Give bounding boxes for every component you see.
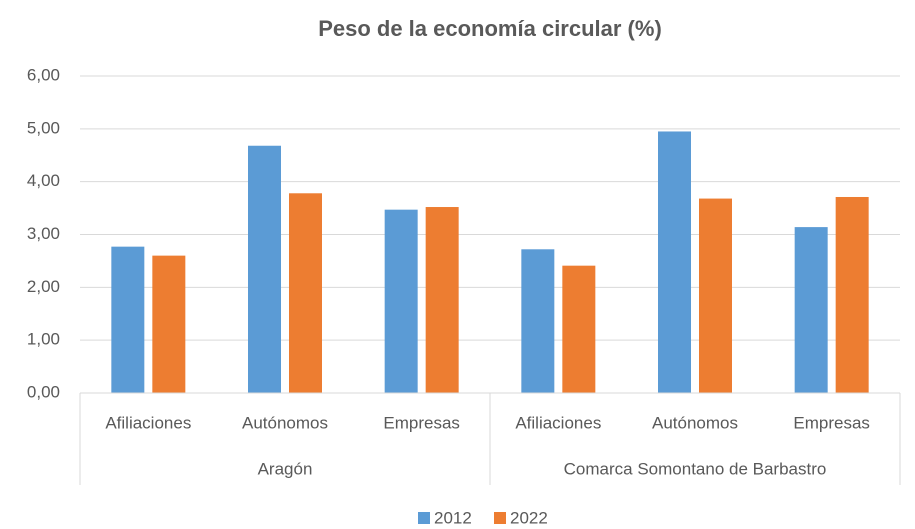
bar (521, 249, 555, 393)
bar (248, 145, 281, 393)
bar (835, 196, 869, 393)
x-tick-label: Afiliaciones (515, 413, 601, 432)
x-tick-label: Empresas (383, 413, 460, 432)
legend-label: 2022 (510, 508, 548, 527)
chart-title: Peso de la economía circular (%) (318, 16, 662, 41)
y-tick-label: 0,00 (27, 382, 60, 401)
bar (289, 193, 322, 393)
legend-swatch (418, 512, 430, 524)
x-tick-label: Empresas (793, 413, 870, 432)
bar (658, 131, 691, 393)
y-tick-label: 5,00 (27, 118, 60, 137)
legend-label: 2012 (434, 508, 472, 527)
bar (562, 265, 596, 393)
group-label: Aragón (258, 459, 313, 478)
bar (111, 246, 145, 393)
y-tick-label: 4,00 (27, 171, 60, 190)
x-tick-label: Autónomos (652, 413, 738, 432)
legend-swatch (494, 512, 506, 524)
y-tick-label: 2,00 (27, 277, 60, 296)
y-tick-label: 3,00 (27, 224, 60, 243)
bar (794, 227, 828, 393)
x-tick-label: Afiliaciones (105, 413, 191, 432)
y-tick-label: 1,00 (27, 330, 60, 349)
bar (152, 255, 186, 393)
bar (384, 209, 418, 393)
bar (425, 207, 459, 393)
x-tick-label: Autónomos (242, 413, 328, 432)
bar (699, 198, 732, 393)
y-tick-label: 6,00 (27, 65, 60, 84)
group-label: Comarca Somontano de Barbastro (564, 459, 827, 478)
